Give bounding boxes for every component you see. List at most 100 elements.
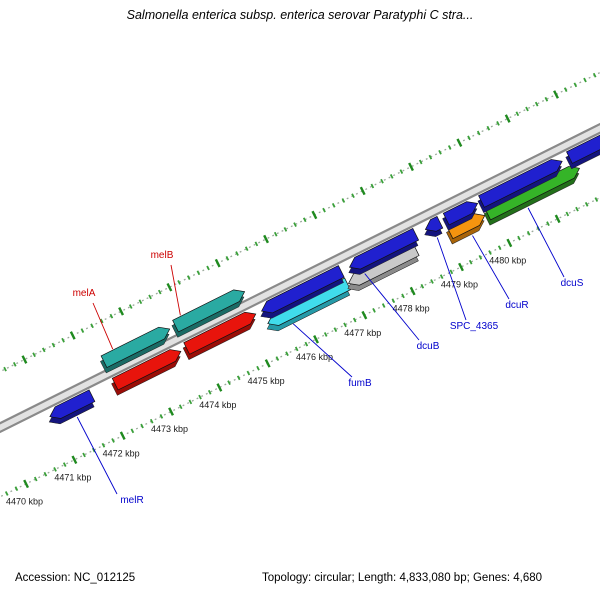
- ruler-tick-minor: [467, 135, 471, 141]
- ruler-tick-minor: [573, 82, 578, 88]
- ruler-tick-minor: [583, 77, 587, 83]
- ruler-tick-minor: [370, 183, 375, 189]
- ruler-tick-major: [263, 234, 270, 244]
- gene-label-melR[interactable]: melR: [120, 495, 143, 506]
- ruler-tick-minor: [294, 346, 299, 352]
- ruler-label-4470: 4470 kbp: [6, 496, 43, 506]
- gene-label-pointer-dcuS: [527, 207, 565, 278]
- gene-arrow-next-cds[interactable]: [566, 106, 600, 164]
- ruler-tick-minor: [275, 356, 280, 361]
- gene-arrow-SPC_4365[interactable]: [422, 215, 444, 235]
- ruler-tick-minor: [333, 327, 338, 333]
- gene-label-pointer-dcuR: [472, 235, 510, 300]
- ruler-label-4475: 4475 kbp: [248, 376, 285, 386]
- ruler-tick-minor: [563, 87, 568, 93]
- ruler-label-4476: 4476 kbp: [296, 352, 333, 362]
- status-accession: Accession: NC_012125: [15, 572, 136, 584]
- ruler-tick-minor: [322, 207, 326, 213]
- gene-label-melA[interactable]: melA: [73, 288, 96, 299]
- ruler-tick-minor: [476, 130, 481, 136]
- map-title: Salmonella enterica subsp. enterica sero…: [126, 8, 474, 22]
- ruler-tick-major: [361, 310, 368, 320]
- ruler-tick-minor: [273, 231, 278, 237]
- gene-label-melB[interactable]: melB: [151, 250, 174, 261]
- ruler-label-4477: 4477 kbp: [344, 328, 381, 338]
- gene-label-pointer-dcuB: [364, 273, 420, 341]
- ruler-tick-minor: [544, 96, 549, 102]
- gene-arrow-melA-outer[interactable]: [100, 323, 173, 369]
- ruler-tick-minor: [128, 304, 133, 309]
- ruler-tick-minor: [381, 303, 386, 308]
- ruler-tick-minor: [90, 323, 94, 329]
- gene-label-dcuS[interactable]: dcuS: [561, 278, 584, 289]
- gene-arrow-melA[interactable]: [111, 346, 184, 391]
- ruler-tick-minor: [32, 352, 36, 358]
- gene-label-dcuR[interactable]: dcuR: [505, 300, 528, 311]
- ruler-tick-major: [313, 334, 319, 344]
- ruler-tick-minor: [391, 298, 396, 304]
- ruler-tick-minor: [140, 423, 144, 429]
- ruler-tick-minor: [380, 178, 384, 184]
- ruler-tick-minor: [41, 347, 46, 353]
- gene-arrow-fumB-cds[interactable]: [259, 265, 345, 317]
- ruler-tick-minor: [62, 462, 67, 467]
- ruler-tick-major: [458, 262, 464, 272]
- ruler-tick-minor: [138, 299, 143, 305]
- gene-label-fumB[interactable]: fumB: [348, 378, 372, 389]
- ruler-tick-minor: [198, 394, 202, 400]
- ruler-tick-minor: [352, 317, 357, 323]
- ruler-tick-major: [69, 331, 76, 340]
- ruler-tick-minor: [206, 265, 210, 271]
- ruler-tick-minor: [331, 202, 336, 208]
- ruler-tick-minor: [420, 283, 425, 289]
- ruler-tick-minor: [351, 193, 355, 199]
- gene-arrow-dcuR-cds[interactable]: [442, 198, 480, 226]
- ruler-label-4473: 4473 kbp: [151, 424, 188, 434]
- ruler-label-4472: 4472 kbp: [103, 448, 140, 458]
- ruler-tick-minor: [285, 351, 289, 357]
- ruler-tick-minor: [526, 230, 531, 236]
- ruler-tick-minor: [439, 274, 444, 280]
- ruler-tick-major: [166, 282, 173, 292]
- ruler-tick-minor: [323, 332, 328, 337]
- ruler-tick-minor: [399, 169, 404, 174]
- gene-arrow-dcuB[interactable]: [347, 227, 420, 273]
- gene-label-pointer-fumB: [292, 323, 353, 378]
- ruler-tick-minor: [236, 375, 241, 381]
- ruler-tick-minor: [534, 101, 539, 107]
- gene-label-dcuB[interactable]: dcuB: [417, 341, 440, 352]
- ruler-tick-minor: [177, 280, 181, 285]
- ruler-tick-minor: [244, 246, 249, 252]
- ruler-tick-major: [119, 431, 126, 440]
- ruler-tick-minor: [12, 361, 17, 367]
- ruler-tick-minor: [99, 318, 104, 324]
- ruler-tick-minor: [33, 476, 38, 482]
- ruler-dotted-line-outer: [0, 0, 600, 573]
- ruler-tick-minor: [584, 201, 589, 207]
- ruler-tick-minor: [82, 452, 86, 458]
- gene-label-SPC_4365[interactable]: SPC_4365: [450, 321, 499, 332]
- ruler-tick-major: [553, 90, 559, 99]
- gene-arrow-melR[interactable]: [47, 389, 96, 423]
- ruler-tick-minor: [341, 198, 346, 203]
- ruler-tick-minor: [178, 404, 183, 410]
- gene-arrow-melB[interactable]: [183, 308, 259, 355]
- ruler-tick-minor: [254, 241, 259, 247]
- ruler-tick-major: [71, 455, 78, 465]
- ruler-tick-major: [506, 238, 513, 248]
- ruler-tick-minor: [575, 206, 579, 212]
- ruler-tick-minor: [515, 111, 520, 117]
- ruler-tick-minor: [109, 313, 114, 319]
- ruler-tick-minor: [235, 251, 239, 256]
- status-summary: Topology: circular; Length: 4,833,080 bp…: [262, 572, 543, 584]
- gene-arrow-melB-outer[interactable]: [172, 286, 248, 333]
- ruler-tick-minor: [496, 121, 500, 126]
- ruler-tick-minor: [497, 245, 502, 251]
- ruler-tick-minor: [418, 159, 423, 165]
- ruler-label-4480: 4480 kbp: [489, 255, 526, 265]
- gene-arrow-dcuS-cds[interactable]: [478, 155, 566, 208]
